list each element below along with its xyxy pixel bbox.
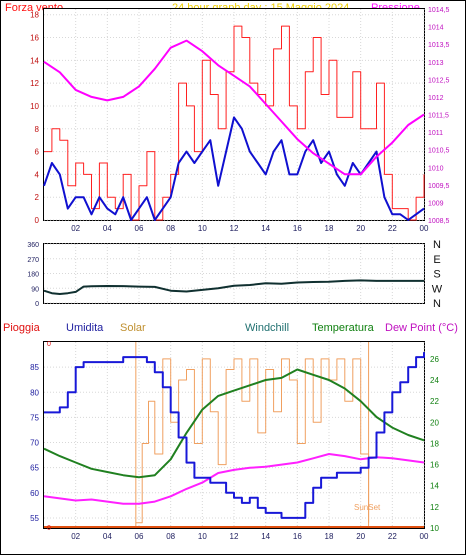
direction-ytick-label: 360 (27, 242, 39, 249)
rain-zero-label: 0 (47, 525, 51, 532)
wind-ytick-label: 10 (30, 102, 39, 111)
direction-compass-label: E (433, 254, 440, 266)
pressure-ytick-label: 1014 (428, 25, 444, 32)
pressure-ytick-label: 1014,5 (428, 7, 450, 14)
direction-ytick-label: 90 (31, 286, 39, 293)
wind-ytick-label: 16 (30, 34, 39, 43)
wind-ytick-label: 6 (35, 148, 40, 157)
wind-ytick-label: 8 (35, 125, 40, 134)
temperature-ytick-label: 12 (430, 503, 439, 512)
wind-gust-line (44, 25, 425, 221)
humidity-ytick-label: 75 (30, 413, 39, 422)
temp-xtick-label: 22 (388, 532, 397, 541)
pressure-ytick-label: 1008,5 (428, 218, 450, 225)
temp-xtick-label: 04 (103, 532, 112, 541)
humidity-ytick-label: 60 (30, 489, 39, 498)
pressure-ytick-label: 1013 (428, 60, 444, 67)
temperature-line (43, 368, 425, 479)
temp-xtick-label: 16 (293, 532, 302, 541)
pressure-ytick-label: 1010,5 (428, 148, 450, 155)
wind-ytick-label: 18 (30, 11, 39, 20)
wind-xtick-label: 00 (420, 224, 429, 233)
temperature-ytick-label: 16 (430, 461, 439, 470)
legend-windchill: Windchill (245, 322, 289, 334)
direction-compass-label: W (432, 283, 443, 295)
legend-dewpoint: Dew Point (°C) (385, 322, 458, 334)
direction-compass-label: N (433, 239, 441, 251)
wind-xtick-label: 02 (71, 224, 80, 233)
wind-ytick-label: 12 (30, 79, 39, 88)
wind-ytick-label: 14 (30, 56, 39, 65)
rain-top-label: 0 (47, 341, 51, 348)
pressure-ytick-label: 1011 (428, 130, 443, 137)
wind-xtick-label: 14 (261, 224, 270, 233)
wind-ytick-label: 0 (35, 216, 40, 225)
temp-xtick-label: 06 (135, 532, 144, 541)
temperature-ytick-label: 10 (430, 524, 439, 533)
temp-xtick-label: 10 (198, 532, 207, 541)
pressure-ytick-label: 1012 (428, 95, 444, 102)
humidity-ytick-label: 65 (30, 464, 39, 473)
legend-solar: Solar (120, 322, 146, 334)
temp-xtick-label: 00 (420, 532, 429, 541)
temp-xtick-label: 02 (71, 532, 80, 541)
pressure-line (43, 39, 425, 176)
wind-xtick-label: 10 (198, 224, 207, 233)
legend-temperatura: Temperatura (312, 322, 375, 334)
pressure-ytick-label: 1012,5 (428, 77, 450, 84)
temp-xtick-label: 14 (261, 532, 270, 541)
humidity-ytick-label: 85 (30, 363, 39, 372)
temperature-ytick-label: 20 (430, 418, 439, 427)
wind-ytick-label: 4 (35, 170, 40, 179)
direction-ytick-label: 180 (27, 272, 39, 279)
humidity-ytick-label: 55 (30, 514, 39, 523)
wind-xtick-label: 06 (135, 224, 144, 233)
direction-compass-label: N (433, 298, 441, 310)
temperature-ytick-label: 18 (430, 439, 439, 448)
direction-ytick-label: 270 (27, 257, 39, 264)
temperature-ytick-label: 14 (430, 482, 439, 491)
legend-pioggia: Pioggia (3, 322, 41, 334)
dewpoint-line (43, 453, 425, 505)
wind-xtick-label: 08 (166, 224, 175, 233)
direction-line (43, 279, 424, 295)
direction-compass-label: S (433, 269, 440, 281)
pressure-ytick-label: 1009 (428, 200, 444, 207)
temp-xtick-label: 18 (325, 532, 334, 541)
wind-xtick-label: 20 (356, 224, 365, 233)
temperature-ytick-label: 26 (430, 355, 439, 364)
temp-xtick-label: 20 (356, 532, 365, 541)
temperature-ytick-label: 24 (430, 376, 439, 385)
temperature-ytick-label: 22 (430, 397, 439, 406)
wind-xtick-label: 12 (230, 224, 239, 233)
legend-umidita: Umidita (66, 322, 104, 334)
wind-xtick-label: 16 (293, 224, 302, 233)
data-layer (43, 25, 425, 528)
pressure-ytick-label: 1011,5 (428, 113, 449, 120)
wind-xtick-label: 18 (325, 224, 334, 233)
sunset-label: SunSet (354, 503, 381, 512)
wind-xtick-label: 22 (388, 224, 397, 233)
direction-ytick-label: 0 (35, 301, 39, 308)
pressure-ytick-label: 1010 (428, 165, 444, 172)
pressure-ytick-label: 1013,5 (428, 42, 450, 49)
humidity-ytick-label: 70 (30, 439, 39, 448)
axes-layer: 02 04 06 08 10 12 14 16 18 20 22 000246810121416181… (27, 7, 449, 541)
temp-xtick-label: 08 (166, 532, 175, 541)
wind-ytick-label: 2 (35, 193, 40, 202)
humidity-line (44, 352, 425, 519)
pressure-ytick-label: 1009,5 (428, 183, 450, 190)
temp-xtick-label: 12 (230, 532, 239, 541)
wind-xtick-label: 04 (103, 224, 112, 233)
humidity-ytick-label: 80 (30, 388, 39, 397)
